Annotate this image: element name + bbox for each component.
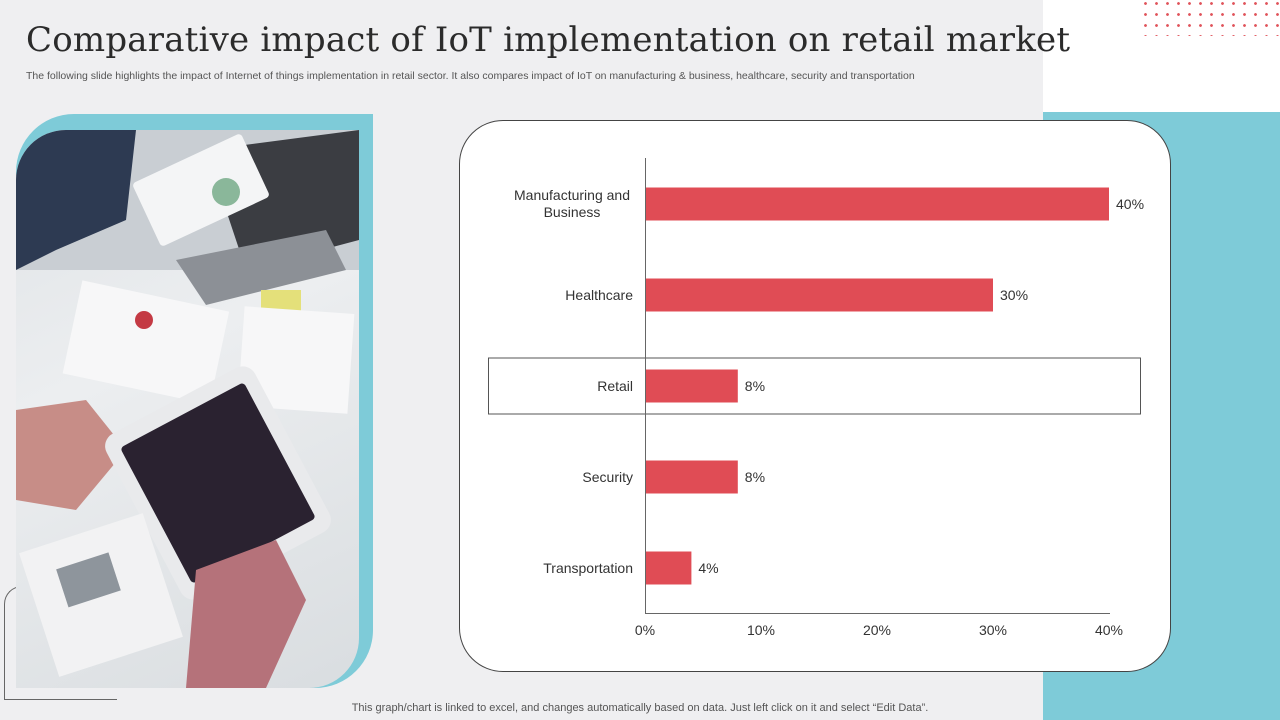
photo-illustration [16,130,359,688]
bar-healthcare [645,278,993,312]
data-label: 4% [698,560,718,576]
paper-document [133,134,269,246]
slide-subtitle: The following slide highlights the impac… [26,70,915,82]
x-tick-label: 30% [979,622,1007,638]
paper-chart-graphic [212,178,240,206]
category-label: Transportation [543,560,633,576]
highlight-box-retail [488,357,1141,415]
category-label: Healthcare [565,287,633,303]
category-label: Retail [597,378,633,394]
person-suit [16,130,136,270]
hand-sleeve [16,400,126,510]
sticky-note [261,290,301,312]
x-tick-label: 10% [747,622,775,638]
bar-transportation [645,551,692,585]
data-label: 8% [745,469,765,485]
pink-sleeve-hand [186,540,306,688]
x-tick-label: 40% [1095,622,1123,638]
report-sheet [62,280,230,405]
slide-title: Comparative impact of IoT implementation… [26,20,1071,60]
laptop-keyboard [176,230,346,305]
x-tick-label: 20% [863,622,891,638]
report-red-dot [135,311,153,329]
bar-retail [645,369,738,403]
data-label: 8% [745,378,765,394]
footer-note: This graph/chart is linked to excel, and… [351,702,929,714]
report-sheet-right [237,306,355,414]
bar-manufacturing-and-business [645,187,1109,221]
tablet-screen [121,383,315,583]
brochure-photo [56,552,121,608]
bar-security [645,460,738,494]
x-tick-label: 0% [635,622,655,638]
data-label: 40% [1116,196,1144,212]
dot-pattern-decoration [1140,0,1280,36]
business-meeting-photo [16,130,359,688]
category-label: Manufacturing and Business [514,187,630,220]
category-label: Security [582,469,633,485]
data-label: 30% [1000,287,1028,303]
